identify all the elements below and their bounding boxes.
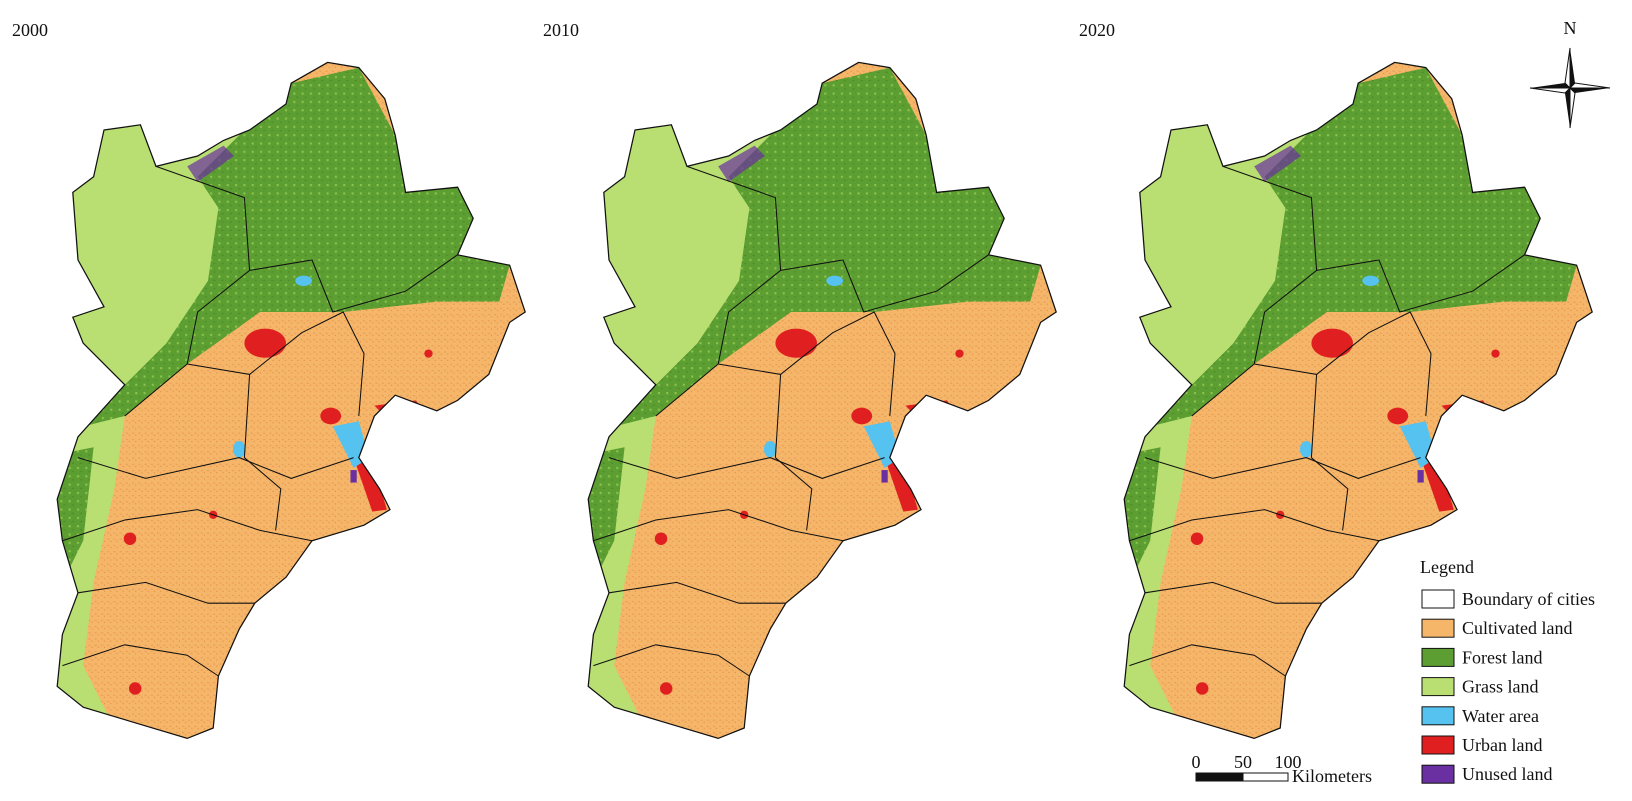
map-panels: 2000 2010 2020 bbox=[0, 0, 1608, 749]
panel-year: 2000 bbox=[12, 20, 48, 40]
panel-year: 2020 bbox=[1079, 20, 1115, 40]
scale-tick-label: 0 bbox=[1192, 752, 1201, 772]
legend-swatch bbox=[1421, 706, 1455, 726]
scale-tick-label: 100 bbox=[1275, 752, 1302, 772]
scale-unit: Kilometers bbox=[1292, 766, 1372, 786]
legend-swatch bbox=[1421, 589, 1455, 609]
legend-swatch bbox=[1421, 647, 1455, 667]
scale-tick-label: 50 bbox=[1234, 752, 1252, 772]
map-panel bbox=[531, 0, 1072, 749]
legend-label: Forest land bbox=[1462, 647, 1543, 667]
north-label: N bbox=[1564, 18, 1577, 38]
legend-swatch bbox=[1421, 735, 1455, 755]
north-arrow bbox=[1529, 47, 1611, 129]
legend-swatch bbox=[1421, 677, 1455, 697]
region-map bbox=[531, 0, 1072, 749]
panel-year: 2010 bbox=[543, 20, 579, 40]
legend-label: Cultivated land bbox=[1462, 618, 1572, 638]
legend-label: Water area bbox=[1462, 706, 1539, 726]
legend-swatch bbox=[1421, 764, 1455, 784]
legend-label: Boundary of cities bbox=[1462, 589, 1595, 609]
legend: Legend Boundary of cities Cultivated land F… bbox=[1420, 557, 1595, 784]
legend-label: Unused land bbox=[1462, 764, 1552, 784]
region-map bbox=[0, 0, 541, 749]
legend-title: Legend bbox=[1420, 557, 1474, 577]
legend-label: Urban land bbox=[1462, 735, 1542, 755]
legend-swatch bbox=[1421, 618, 1455, 638]
legend-label: Grass land bbox=[1462, 677, 1538, 697]
map-panel bbox=[0, 0, 541, 749]
